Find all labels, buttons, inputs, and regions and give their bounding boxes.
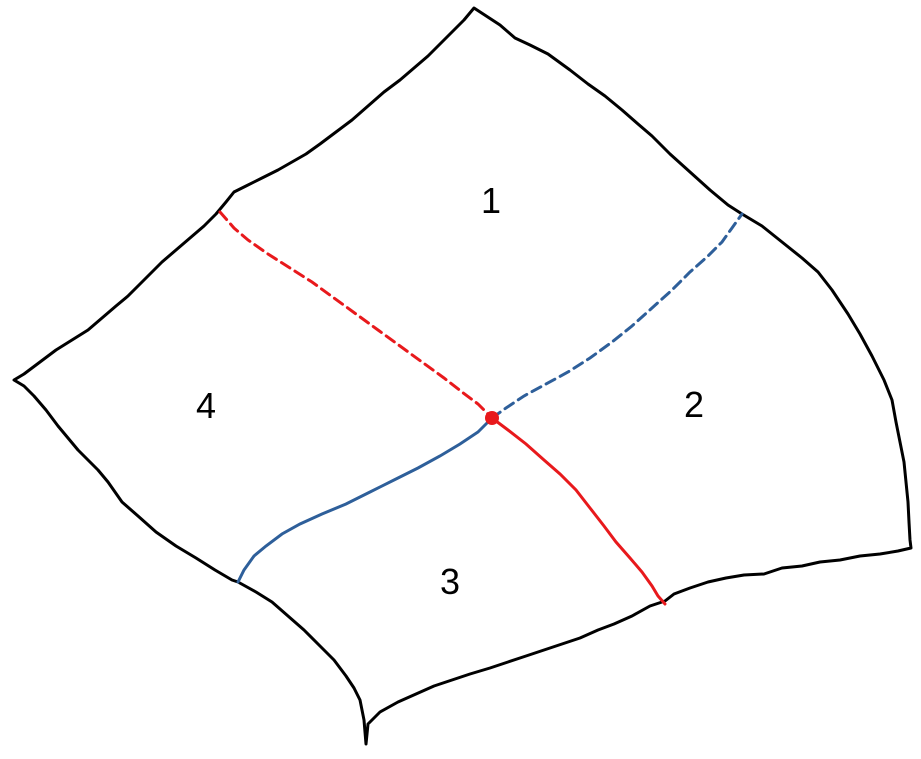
region-label-3: 3 bbox=[440, 561, 460, 602]
blue-dashed-line bbox=[490, 212, 744, 420]
region-label-1: 1 bbox=[481, 180, 501, 221]
outer-boundary bbox=[12, 6, 913, 746]
region-label-4: 4 bbox=[196, 385, 216, 426]
central-vertex bbox=[485, 411, 499, 425]
blue-solid-line bbox=[236, 416, 494, 584]
red-dashed-line bbox=[218, 210, 494, 420]
red-solid-line bbox=[490, 416, 667, 606]
region-label-2: 2 bbox=[684, 384, 704, 425]
